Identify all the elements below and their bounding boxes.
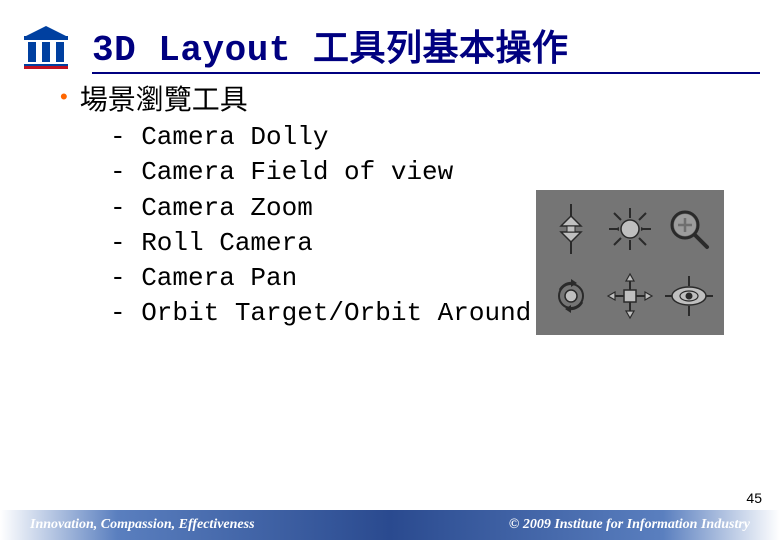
slide-header: 3D Layout 工具列基本操作 <box>0 0 780 74</box>
page-number: 45 <box>746 490 762 506</box>
bullet-marker-icon: • <box>60 82 68 113</box>
roll-icon <box>544 265 599 328</box>
zoom-icon <box>661 198 716 261</box>
pan-icon <box>603 265 658 328</box>
slide-footer: Innovation, Compassion, Effectiveness © … <box>0 510 780 540</box>
fov-icon <box>603 198 658 261</box>
slide-container: 3D Layout 工具列基本操作 • 場景瀏覽工具 - Camera Doll… <box>0 0 780 540</box>
bullet-row: • 場景瀏覽工具 <box>60 82 740 118</box>
bullet-label: 場景瀏覽工具 <box>80 82 248 118</box>
footer-copyright: © 2009 Institute for Information Industr… <box>509 517 750 533</box>
list-item: - Camera Field of view <box>110 155 740 190</box>
dolly-icon <box>544 198 599 261</box>
slide-title: 3D Layout 工具列基本操作 <box>92 29 760 74</box>
camera-tool-icons <box>536 190 724 335</box>
footer-tagline: Innovation, Compassion, Effectiveness <box>30 517 255 533</box>
list-item: - Camera Dolly <box>110 120 740 155</box>
iii-logo-icon <box>20 24 72 70</box>
orbit-icon <box>661 265 716 328</box>
